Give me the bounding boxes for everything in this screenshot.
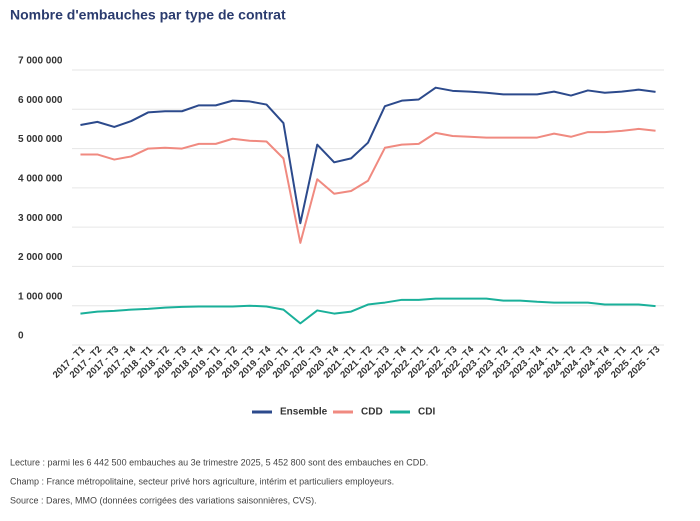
chart-title: Nombre d'embauches par type de contrat [10,7,286,23]
legend-label: CDD [361,407,383,418]
line-series [80,297,656,325]
y-tick-label: 5 000 000 [18,134,63,145]
y-tick-label: 0 [18,331,24,342]
y-tick-label: 3 000 000 [18,213,63,224]
y-tick-label: 1 000 000 [18,291,63,302]
line-series [80,86,656,225]
y-tick-label: 7 000 000 [18,56,63,67]
y-tick-label: 4 000 000 [18,173,63,184]
legend-label: Ensemble [280,407,328,418]
legend-label: CDI [418,407,435,418]
note: Source : Dares, MMO (données corrigées d… [10,495,317,505]
note: Champ : France métropolitaine, secteur p… [10,476,394,486]
y-tick-label: 2 000 000 [18,252,63,263]
line-series [80,127,656,244]
note: Lecture : parmi les 6 442 500 embauches … [10,457,428,467]
y-tick-label: 6 000 000 [18,95,63,106]
